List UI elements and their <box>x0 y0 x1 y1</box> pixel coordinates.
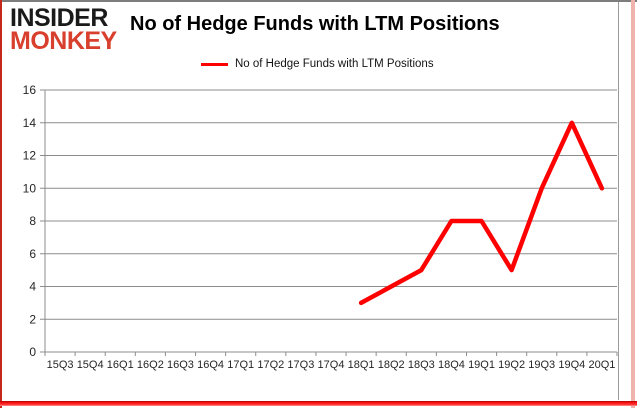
x-tick-label: 16Q4 <box>197 359 224 371</box>
x-tick-label: 18Q1 <box>348 359 375 371</box>
chart-title: No of Hedge Funds with LTM Positions <box>130 13 500 35</box>
y-tick-label: 0 <box>29 345 36 359</box>
x-tick-label: 19Q1 <box>468 359 495 371</box>
y-tick-label: 12 <box>23 149 37 163</box>
frame-right-border <box>631 0 635 408</box>
logo-insider: INSIDER <box>10 4 108 32</box>
x-tick-label: 15Q4 <box>77 359 104 371</box>
x-tick-label: 19Q3 <box>528 359 555 371</box>
frame-left-border <box>0 0 2 408</box>
x-tick-label: 17Q3 <box>287 359 314 371</box>
x-tick-label: 16Q3 <box>167 359 194 371</box>
logo-monkey: MONKEY <box>10 27 117 55</box>
y-tick-label: 4 <box>29 280 36 294</box>
y-tick-label: 16 <box>23 83 37 97</box>
x-tick-label: 16Q2 <box>137 359 164 371</box>
x-tick-label: 19Q2 <box>498 359 525 371</box>
insider-monkey-logo: INSIDER MONKEY <box>10 4 117 55</box>
frame-bottom-border <box>0 401 637 406</box>
y-tick-label: 14 <box>23 116 37 130</box>
x-tick-label: 18Q3 <box>408 359 435 371</box>
x-tick-label: 20Q1 <box>588 359 615 371</box>
x-tick-label: 17Q1 <box>227 359 254 371</box>
x-tick-label: 15Q3 <box>47 359 74 371</box>
legend-label: No of Hedge Funds with LTM Positions <box>235 58 434 70</box>
y-tick-label: 2 <box>29 312 36 326</box>
y-tick-label: 10 <box>23 181 37 195</box>
legend: No of Hedge Funds with LTM Positions <box>201 58 434 70</box>
y-tick-label: 6 <box>29 247 36 261</box>
series-line <box>358 120 605 306</box>
legend-line-swatch <box>201 62 228 66</box>
frame-top-border <box>0 0 637 2</box>
x-tick-label: 16Q1 <box>107 359 134 371</box>
x-tick-label: 17Q4 <box>318 359 345 371</box>
x-tick-label: 18Q4 <box>438 359 465 371</box>
x-tick-label: 17Q2 <box>257 359 284 371</box>
x-tick-label: 19Q4 <box>558 359 585 371</box>
y-tick-label: 8 <box>29 214 36 228</box>
x-tick-label: 18Q2 <box>378 359 405 371</box>
chart-right-border <box>618 2 619 400</box>
